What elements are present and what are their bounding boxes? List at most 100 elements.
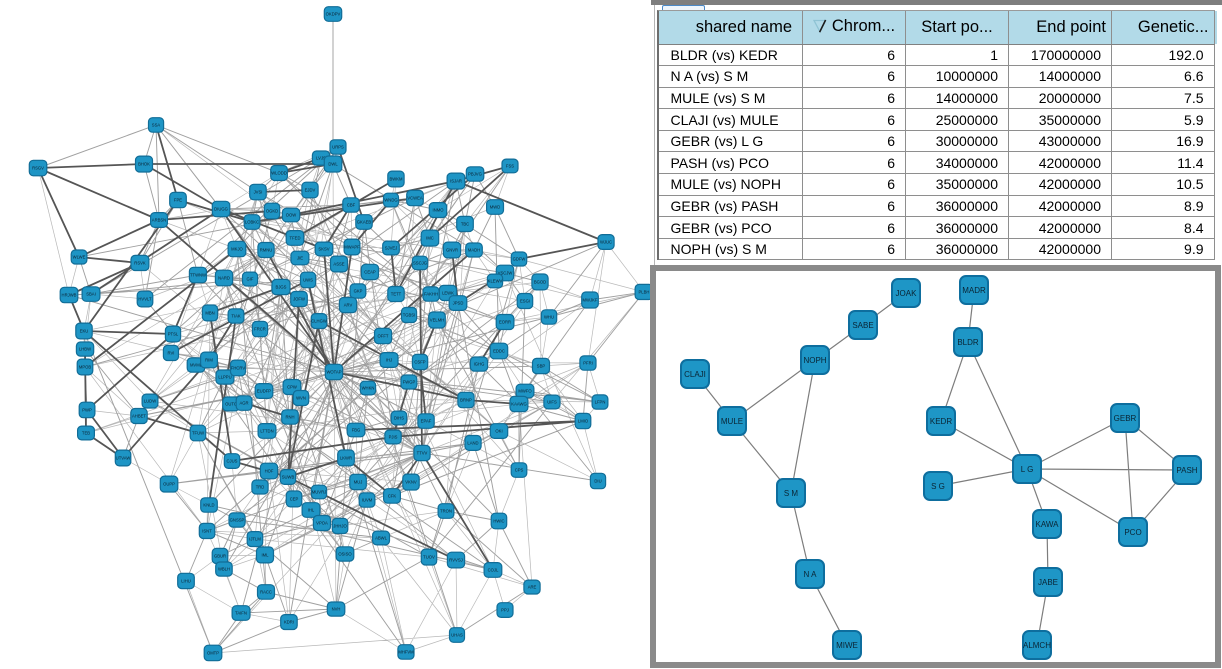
svg-text:JOAK: JOAK	[896, 289, 918, 298]
svg-text:S G: S G	[931, 482, 945, 491]
svg-text:BGOD: BGOD	[534, 280, 546, 285]
svg-text:RSVK: RSVK	[134, 261, 146, 266]
svg-text:FBG: FBG	[352, 428, 361, 433]
svg-text:AGR: AGR	[239, 401, 248, 406]
svg-text:LFPN: LFPN	[595, 400, 606, 405]
svg-text:L G: L G	[1021, 465, 1034, 474]
svg-text:FAKHH: FAKHH	[424, 292, 438, 297]
svg-text:OUTC: OUTC	[225, 402, 237, 407]
svg-text:LVJS: LVJS	[316, 156, 326, 161]
svg-text:BLDR: BLDR	[957, 338, 979, 347]
svg-text:TTVV: TTVV	[417, 451, 428, 456]
svg-text:ISJAR: ISJAR	[450, 179, 462, 184]
svg-text:JVSI: JVSI	[254, 190, 263, 195]
svg-text:IJTLM: IJTLM	[249, 537, 261, 542]
svg-text:LAND: LAND	[467, 441, 478, 446]
svg-text:VCWEA: VCWEA	[407, 196, 423, 201]
svg-text:IHJ: IHJ	[386, 358, 392, 363]
svg-text:MIWE: MIWE	[836, 641, 858, 650]
svg-text:S M: S M	[784, 489, 799, 498]
svg-text:GNSSP: GNSSP	[230, 518, 245, 523]
svg-text:TGBSI: TGBSI	[403, 313, 416, 318]
svg-text:MPOB: MPOB	[79, 365, 92, 370]
svg-text:LLPPU: LLPPU	[218, 375, 231, 380]
svg-text:WBLH: WBLH	[218, 567, 230, 572]
svg-text:MULE: MULE	[721, 417, 743, 426]
svg-text:ARBSN: ARBSN	[152, 218, 166, 223]
svg-text:ASSE: ASSE	[333, 262, 344, 267]
svg-text:EJDV: EJDV	[305, 188, 316, 193]
svg-text:DIU: DIU	[594, 479, 601, 484]
svg-text:OOW: OOW	[286, 213, 297, 218]
svg-text:ARV: ARV	[344, 303, 353, 308]
svg-text:EKU: EKU	[80, 329, 89, 334]
svg-text:RVI: RVI	[168, 351, 175, 356]
svg-text:LOBKC: LOBKC	[245, 220, 259, 225]
svg-text:WHKN: WHKN	[362, 386, 375, 391]
svg-text:CEAP: CEAP	[364, 270, 376, 275]
svg-text:IUVM: IUVM	[362, 498, 373, 503]
svg-text:IML: IML	[262, 553, 270, 558]
svg-text:TEB: TEB	[82, 431, 90, 436]
svg-text:KNLD: KNLD	[203, 503, 214, 508]
svg-text:WJUC: WJUC	[600, 240, 612, 245]
svg-text:WNDG: WNDG	[384, 198, 397, 203]
svg-text:PASH: PASH	[1176, 466, 1197, 475]
svg-text:CPS: CPS	[515, 468, 524, 473]
svg-text:SBAI: SBAI	[86, 292, 96, 297]
svg-text:MADH: MADH	[468, 248, 480, 253]
svg-text:BWKM: BWKM	[389, 177, 403, 182]
svg-text:MADR: MADR	[962, 286, 986, 295]
svg-text:JIE: JIE	[297, 256, 303, 261]
svg-text:OSISO: OSISO	[338, 552, 352, 557]
svg-text:LHBW: LHBW	[79, 347, 91, 352]
svg-text:CPW: CPW	[287, 385, 297, 390]
svg-text:PTSL: PTSL	[168, 332, 179, 337]
svg-text:LIHU: LIHU	[181, 579, 191, 584]
svg-text:FPE: FPE	[174, 198, 182, 203]
svg-text:PLBH: PLBH	[639, 290, 650, 295]
svg-text:GDFW: GDFW	[513, 257, 526, 262]
svg-text:VSCJW: VSCJW	[498, 271, 513, 276]
svg-text:URPS: URPS	[332, 145, 344, 150]
svg-text:OKI: OKI	[495, 429, 502, 434]
svg-text:PPJ: PPJ	[501, 608, 509, 613]
svg-text:GKAEB: GKAEB	[357, 220, 372, 225]
svg-text:VPOA: VPOA	[316, 521, 328, 526]
svg-text:ARE: ARE	[528, 585, 537, 590]
svg-text:TAIFN: TAIFN	[235, 611, 247, 616]
svg-text:DWL: DWL	[328, 162, 338, 167]
svg-text:KDRI: KDRI	[284, 620, 294, 625]
svg-text:RACC: RACC	[260, 590, 272, 595]
svg-text:UIFS: UIFS	[547, 400, 557, 405]
svg-text:OGKD: OGKD	[266, 209, 278, 214]
svg-text:GIF: GIF	[247, 277, 254, 282]
svg-text:MKJO: MKJO	[231, 247, 243, 252]
svg-text:FWGP: FWGP	[403, 380, 416, 385]
svg-text:AHBET: AHBET	[132, 414, 146, 419]
svg-text:EPAF: EPAF	[421, 419, 432, 424]
svg-text:N A: N A	[804, 570, 818, 579]
svg-text:MUVRJ: MUVRJ	[312, 490, 326, 495]
svg-text:JABE: JABE	[1038, 578, 1058, 587]
svg-text:PFRI: PFRI	[583, 361, 593, 366]
svg-text:BJGS: BJGS	[276, 285, 287, 290]
svg-text:IMC: IMC	[426, 236, 434, 241]
svg-text:ISNT: ISNT	[202, 529, 212, 534]
svg-text:PBJVG: PBJVG	[468, 172, 482, 177]
svg-text:KAWA: KAWA	[1036, 520, 1060, 529]
svg-text:WHU: WHU	[544, 315, 554, 320]
svg-text:LEWK: LEWK	[442, 291, 454, 296]
svg-text:NVH: NVH	[332, 607, 341, 612]
svg-text:MWD: MWD	[490, 205, 500, 210]
svg-text:BHOK: BHOK	[138, 162, 150, 167]
svg-text:TBC: TBC	[461, 222, 469, 227]
svg-text:CEP: CEP	[290, 497, 299, 502]
svg-text:TETT: TETT	[391, 292, 402, 297]
svg-text:MVML: MVML	[190, 363, 203, 368]
svg-text:FHCRV: FHCRV	[231, 366, 246, 371]
svg-text:RMNU: RMNU	[260, 248, 273, 253]
svg-text:UWS: UWS	[303, 278, 313, 283]
svg-text:BRNP: BRNP	[460, 398, 472, 403]
svg-text:GBUR: GBUR	[214, 554, 226, 559]
